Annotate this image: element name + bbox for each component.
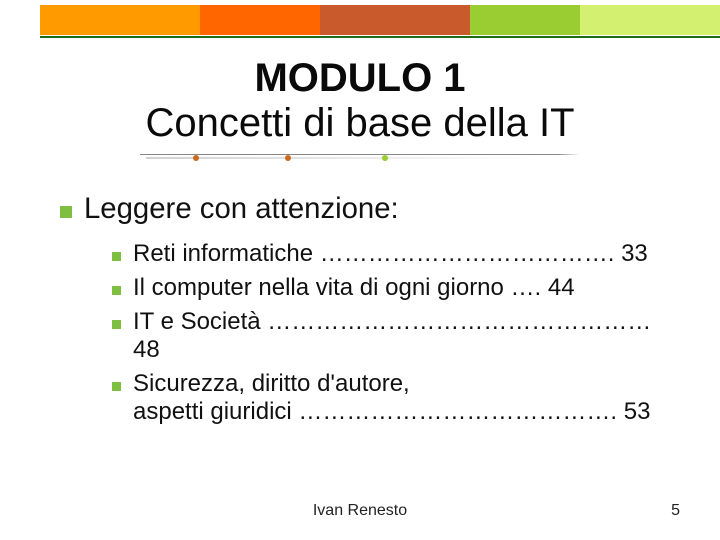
list-item-text: IT e Società ………………………………………… bbox=[133, 308, 651, 335]
list-item-text: Reti informatiche ………………………………. bbox=[133, 240, 614, 267]
list-item: Il computer nella vita di ogni giorno ….… bbox=[112, 274, 680, 302]
title-underline bbox=[140, 154, 580, 156]
title-underline-shadow bbox=[146, 157, 580, 159]
list-item: Sicurezza, diritto d'autore,aspetti giur… bbox=[112, 370, 680, 426]
list-item-body: IT e Società ………………………………………… 48 bbox=[133, 308, 680, 364]
list-item-text: Sicurezza, diritto d'autore, bbox=[133, 370, 410, 397]
list-item-page: 44 bbox=[541, 274, 574, 301]
footer-page-number: 5 bbox=[671, 502, 680, 520]
list-item-body: Sicurezza, diritto d'autore,aspetti giur… bbox=[133, 370, 680, 426]
top-bar-segment bbox=[470, 5, 580, 35]
main-bullet-row: Leggere con attenzione: bbox=[60, 192, 680, 226]
square-bullet-icon bbox=[60, 206, 72, 218]
top-bar-underline bbox=[40, 36, 720, 38]
content-area: Leggere con attenzione: Reti informatich… bbox=[60, 192, 680, 432]
title-underline-line bbox=[140, 154, 580, 155]
title-line1: MODULO 1 bbox=[0, 56, 720, 101]
list-item-body: Reti informatiche ………………………………. 33 bbox=[133, 240, 680, 268]
list-item-text-cont: aspetti giuridici …………………………………. bbox=[133, 398, 617, 425]
square-bullet-icon bbox=[112, 286, 121, 295]
top-bar-segment bbox=[200, 5, 320, 35]
list-item: Reti informatiche ………………………………. 33 bbox=[112, 240, 680, 268]
list-item-page: 48 bbox=[133, 336, 160, 363]
square-bullet-icon bbox=[112, 382, 121, 391]
top-bar-segment bbox=[40, 5, 200, 35]
list-item-page: 53 bbox=[617, 398, 650, 425]
decorative-top-bar bbox=[40, 5, 720, 35]
top-bar-segment bbox=[580, 5, 720, 35]
square-bullet-icon bbox=[112, 320, 121, 329]
footer-author: Ivan Renesto bbox=[0, 502, 720, 520]
decorative-dot-icon bbox=[382, 155, 388, 161]
title-line2: Concetti di base della IT bbox=[0, 101, 720, 146]
decorative-dot-icon bbox=[285, 155, 291, 161]
sub-list: Reti informatiche ………………………………. 33 Il com… bbox=[112, 240, 680, 426]
list-item: IT e Società ………………………………………… 48 bbox=[112, 308, 680, 364]
list-item-page: 33 bbox=[614, 240, 647, 267]
top-bar-segment bbox=[320, 5, 470, 35]
list-item-text: Il computer nella vita di ogni giorno …. bbox=[133, 274, 541, 301]
list-item-body: Il computer nella vita di ogni giorno ….… bbox=[133, 274, 680, 302]
decorative-dot-icon bbox=[193, 155, 199, 161]
square-bullet-icon bbox=[112, 252, 121, 261]
main-heading: Leggere con attenzione: bbox=[84, 192, 399, 226]
